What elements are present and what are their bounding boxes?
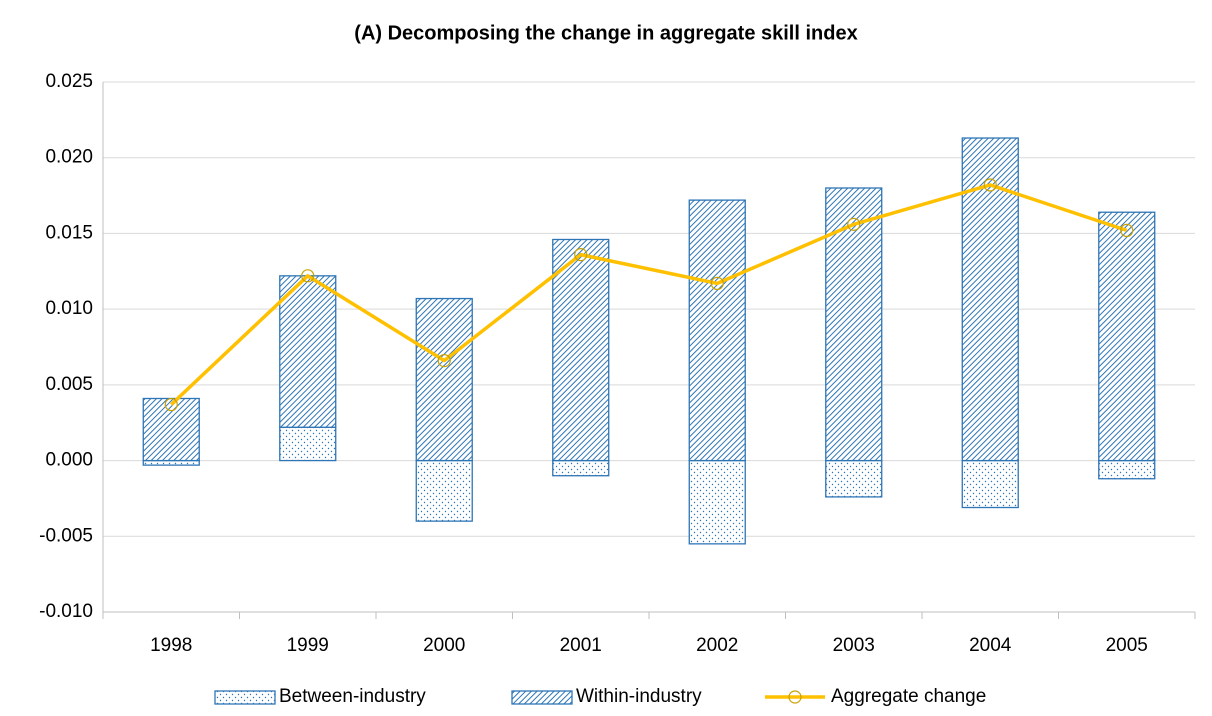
x-tick-label: 2004 — [969, 635, 1012, 656]
x-tick-label: 2000 — [423, 635, 465, 656]
bar — [279, 426, 337, 462]
marker — [164, 397, 178, 412]
x-tick-label: 2003 — [833, 635, 875, 656]
y-tick-label: 0.020 — [45, 147, 93, 168]
marker — [437, 354, 451, 368]
bar — [142, 459, 200, 466]
marker — [1120, 223, 1134, 237]
legend-swatch — [214, 690, 276, 705]
legend-marker — [788, 690, 802, 704]
bar — [1098, 211, 1156, 462]
chart-title: (A) Decomposing the change in aggregate … — [354, 22, 857, 44]
bar — [552, 238, 610, 462]
legend-label: Aggregate change — [831, 686, 986, 707]
bar — [961, 459, 1019, 509]
marker — [710, 276, 724, 290]
bar — [552, 459, 610, 477]
y-tick-label: -0.005 — [39, 525, 93, 546]
x-tick-label: 1999 — [287, 635, 329, 656]
bar — [279, 275, 337, 428]
y-tick-label: 0.015 — [45, 222, 93, 243]
y-tick-label: -0.010 — [39, 601, 93, 622]
y-tick-label: 0.005 — [45, 374, 93, 395]
line — [170, 183, 1128, 406]
bar — [142, 397, 200, 462]
x-tick-label: 2001 — [560, 635, 602, 656]
x-tick-label: 1998 — [150, 635, 192, 656]
marker — [847, 217, 861, 231]
bar — [688, 459, 746, 545]
legend-swatch — [511, 690, 573, 705]
legend-label: Between-industry — [279, 686, 426, 707]
bar — [825, 187, 883, 462]
bars — [142, 137, 1156, 545]
legend: Between-industry Within-industry Aggregate… — [214, 686, 986, 707]
y-tick-label: 0.000 — [45, 450, 93, 471]
y-tick-label: 0.025 — [45, 71, 93, 92]
x-tick-label: 2002 — [696, 635, 738, 656]
legend-label: Within-industry — [576, 686, 702, 707]
bar — [825, 459, 883, 498]
marker — [301, 269, 315, 283]
x-tick-label: 2005 — [1106, 635, 1148, 656]
bar — [415, 297, 473, 462]
marker — [983, 178, 997, 192]
y-tick-label: 0.010 — [45, 298, 93, 319]
lines — [164, 178, 1134, 412]
bar — [688, 199, 746, 462]
marker — [574, 248, 588, 262]
bar — [415, 459, 473, 522]
bar — [1098, 459, 1156, 480]
